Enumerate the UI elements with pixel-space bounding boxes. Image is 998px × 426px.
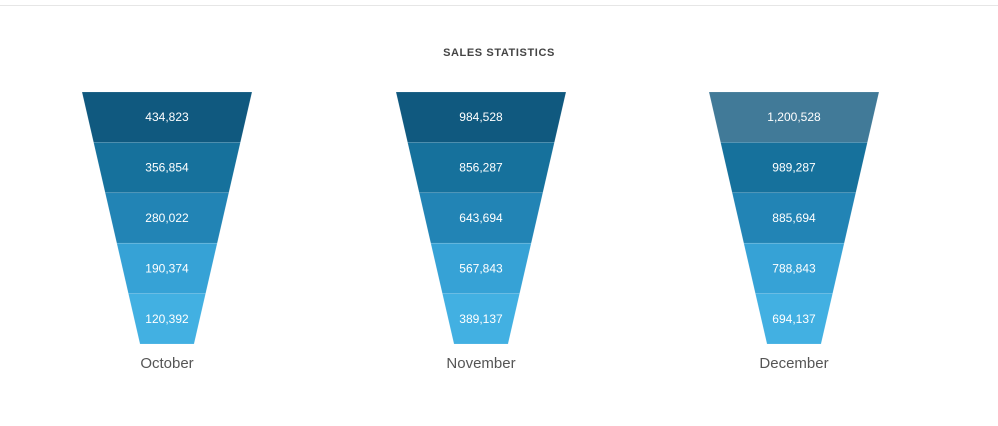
funnel-category-label: October	[140, 355, 193, 372]
funnel-category-label: November	[446, 355, 515, 372]
segment-value-label: 280,022	[145, 211, 189, 225]
segment-value-label: 989,287	[772, 161, 816, 175]
top-divider	[0, 5, 998, 6]
funnel-segment	[755, 293, 833, 345]
segment-value-label: 356,854	[145, 161, 189, 175]
funnel-category-label: December	[759, 355, 828, 372]
segment-value-label: 389,137	[459, 312, 503, 326]
segment-value-label: 1,200,528	[767, 110, 821, 124]
funnel-december: 1,200,528 989,287 885,694 788,843 694,137 Dec…	[708, 91, 880, 372]
segment-value-label: 434,823	[145, 110, 189, 124]
chart-title: SALES STATISTICS	[443, 47, 555, 59]
segment-value-label: 120,392	[145, 312, 189, 326]
segment-value-label: 856,287	[459, 161, 503, 175]
segment-value-label: 643,694	[459, 211, 503, 225]
funnel-segment	[128, 293, 206, 345]
segment-value-label: 984,528	[459, 110, 503, 124]
funnel-november: 984,528 856,287 643,694 567,843 389,137 Novem…	[395, 91, 567, 372]
segment-value-label: 694,137	[772, 312, 816, 326]
funnel-segment	[442, 293, 520, 345]
segment-value-label: 567,843	[459, 261, 503, 275]
segment-value-label: 190,374	[145, 261, 189, 275]
segment-value-label: 885,694	[772, 211, 816, 225]
segment-value-label: 788,843	[772, 261, 816, 275]
funnel-october: 434,823 356,854 280,022 190,374 120,392 Octob…	[81, 91, 253, 372]
